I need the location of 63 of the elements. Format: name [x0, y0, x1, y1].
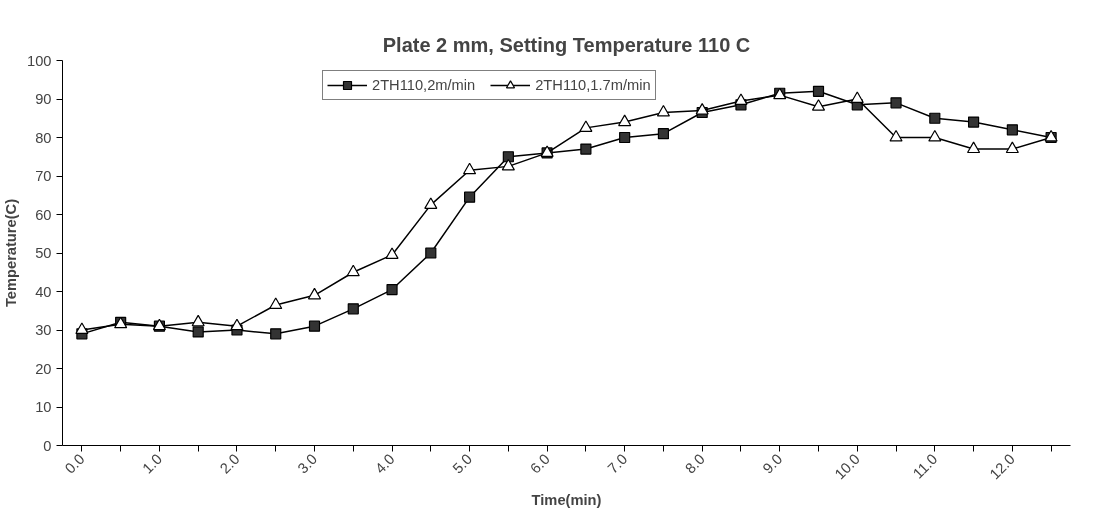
x-tick-label: 7.0	[604, 450, 631, 477]
point	[308, 320, 321, 332]
y-tick-label: 20	[35, 360, 52, 377]
y-tick-label: 90	[35, 91, 52, 107]
point	[618, 114, 632, 127]
x-tick-label: 9.0	[759, 450, 786, 477]
point	[929, 112, 941, 124]
point	[966, 141, 981, 154]
point	[347, 303, 359, 315]
x-tick-label: 4.0	[371, 450, 398, 477]
point	[734, 93, 748, 105]
point	[462, 162, 477, 175]
point	[501, 158, 515, 171]
point	[307, 287, 322, 300]
point	[850, 91, 864, 104]
point	[812, 85, 825, 97]
y-axis-title: Temperature(C)	[3, 198, 20, 308]
point	[695, 103, 709, 115]
point	[230, 318, 244, 331]
point	[811, 99, 826, 111]
point	[889, 129, 903, 142]
point	[386, 283, 398, 296]
x-tick-label: 8.0	[682, 450, 708, 477]
chart-title: Plate 2 mm, Setting Temperature 110 C	[382, 33, 751, 56]
y-tick-label: 80	[35, 129, 52, 146]
point	[424, 197, 438, 209]
point	[579, 120, 593, 132]
point	[502, 151, 514, 163]
x-tick-label: 2.0	[216, 450, 243, 477]
y-tick-label: 60	[35, 206, 52, 223]
point	[1006, 124, 1018, 136]
x-tick-label: 3.0	[294, 450, 321, 477]
y-tick-label: 100	[27, 52, 52, 69]
point	[346, 264, 360, 277]
point	[463, 191, 476, 203]
point	[580, 143, 592, 155]
y-tick-label: 10	[35, 399, 52, 415]
x-tick-label: 6.0	[527, 450, 553, 477]
point	[269, 297, 283, 310]
point	[967, 116, 980, 128]
y-tick-label: 70	[35, 168, 52, 184]
point	[425, 247, 437, 259]
x-tick-label: 1.0	[139, 450, 166, 477]
y-tick-label: 50	[35, 245, 52, 261]
legend-label: 2TH110,1.7m/min	[535, 77, 651, 93]
point	[928, 129, 942, 142]
point	[385, 247, 399, 259]
point	[619, 131, 631, 144]
legend-label: 2TH110,2m/min	[372, 77, 476, 93]
y-tick-label: 0	[43, 437, 52, 454]
x-axis-title: Time(min)	[531, 491, 602, 508]
point	[657, 128, 670, 140]
point	[270, 328, 282, 340]
point	[656, 104, 671, 117]
y-tick-label: 40	[35, 283, 52, 300]
point	[890, 97, 902, 109]
point	[191, 314, 205, 327]
point	[1005, 141, 1019, 154]
y-tick-label: 30	[35, 322, 52, 338]
x-tick-label: 5.0	[449, 450, 476, 477]
point	[75, 322, 89, 335]
x-tick-label: 0.0	[61, 450, 88, 477]
point	[192, 326, 204, 338]
